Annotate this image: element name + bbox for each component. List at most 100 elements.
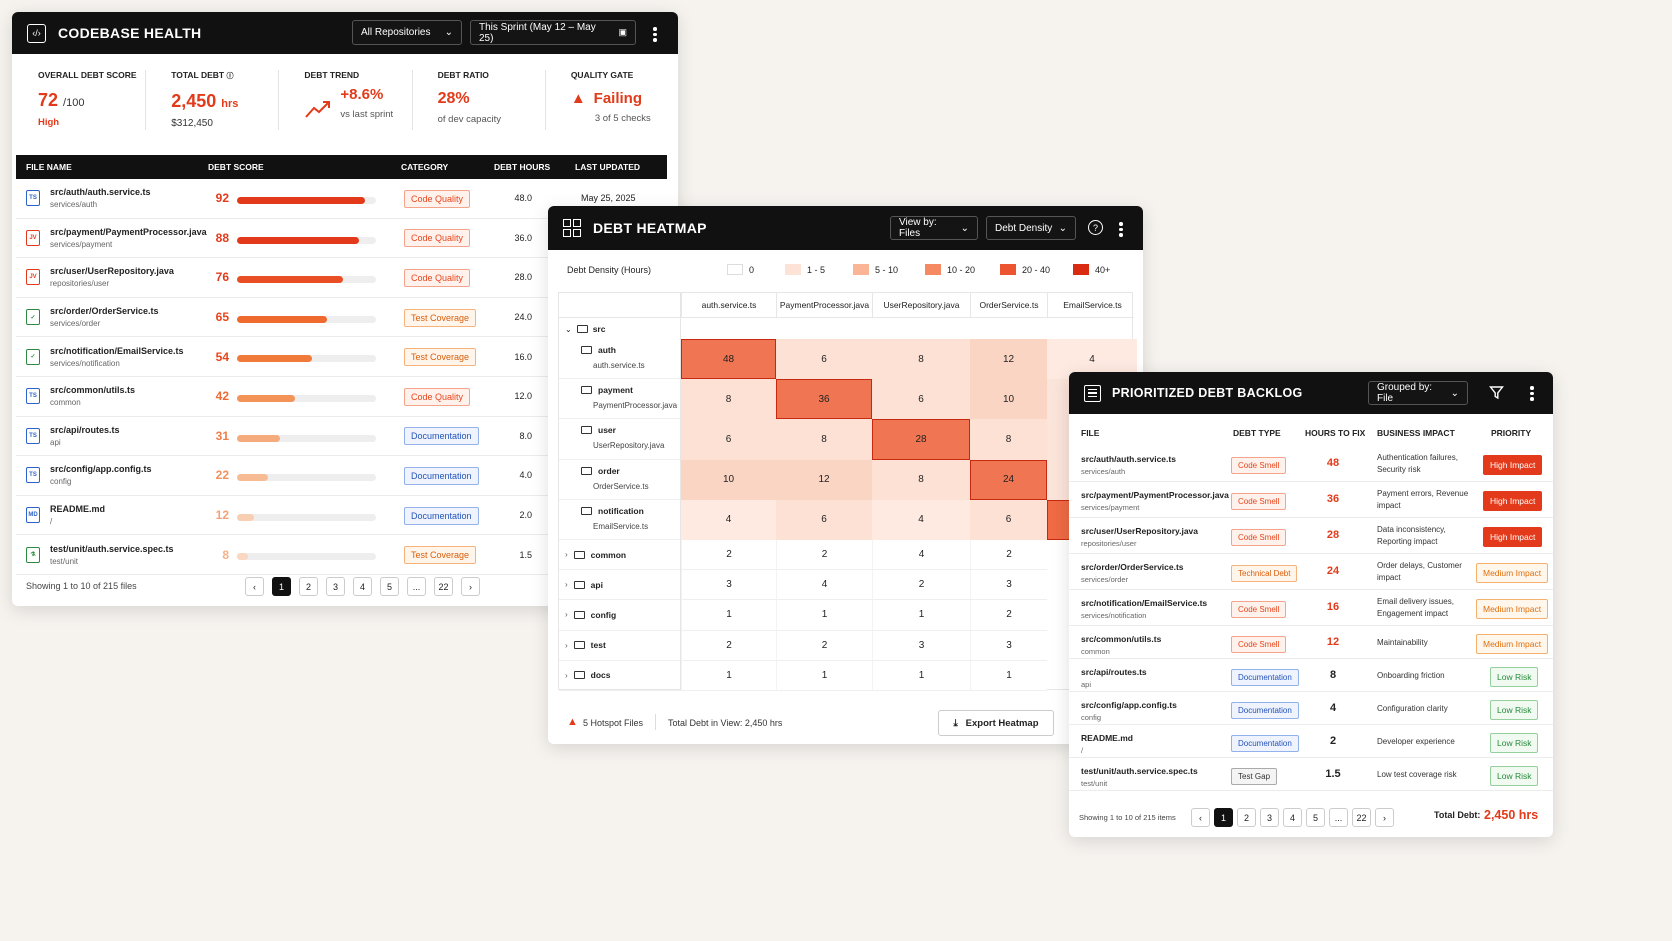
heatmap-cell[interactable]: 3 bbox=[970, 630, 1047, 661]
table-row[interactable]: TS src/auth/auth.service.ts services/auth 9… bbox=[16, 179, 667, 219]
heatmap-cell[interactable]: 2 bbox=[872, 570, 970, 601]
heatmap-cell[interactable]: 12 bbox=[970, 339, 1047, 380]
heatmap-cell[interactable]: 1 bbox=[872, 600, 970, 631]
folder-row-src[interactable]: ⌄ src bbox=[559, 319, 681, 339]
page-button[interactable]: 1 bbox=[272, 577, 291, 596]
table-row[interactable]: ⚗ test/unit/auth.service.spec.ts test/unit… bbox=[16, 535, 667, 575]
folder-row-user[interactable]: user UserRepository.java bbox=[559, 419, 681, 460]
table-row[interactable]: src/auth/auth.service.ts services/auth Cod… bbox=[1069, 446, 1553, 482]
heatmap-cell[interactable]: 6 bbox=[681, 419, 776, 460]
folder-row-notification[interactable]: notification EmailService.ts bbox=[559, 500, 681, 540]
heatmap-cell[interactable]: 2 bbox=[970, 540, 1047, 571]
column-header[interactable]: FILE NAME bbox=[26, 162, 72, 172]
page-button[interactable]: 4 bbox=[353, 577, 372, 596]
help-icon[interactable]: ? bbox=[1088, 220, 1103, 235]
page-button[interactable]: 2 bbox=[1237, 808, 1256, 827]
heatmap-cell[interactable]: 6 bbox=[776, 339, 872, 380]
file-name[interactable]: src/api/routes.ts bbox=[1081, 667, 1147, 677]
heatmap-cell[interactable]: 3 bbox=[681, 570, 776, 601]
heatmap-cell[interactable]: 2 bbox=[681, 630, 776, 661]
heatmap-cell[interactable]: 2 bbox=[970, 600, 1047, 631]
export-heatmap-button[interactable]: ⤓ Export Heatmap bbox=[938, 710, 1054, 736]
table-row[interactable]: src/common/utils.ts common Code Smell 12 Mai… bbox=[1069, 626, 1553, 659]
folder-row-docs[interactable]: › docs bbox=[559, 661, 681, 691]
next-page-button[interactable]: › bbox=[1375, 808, 1394, 827]
table-row[interactable]: TS src/api/routes.ts api 31 Documentation 8.0 bbox=[16, 417, 667, 457]
file-name[interactable]: src/common/utils.ts bbox=[1081, 634, 1162, 644]
more-options-icon[interactable] bbox=[1119, 222, 1123, 237]
heatmap-cell[interactable]: 4 bbox=[872, 499, 970, 540]
prev-page-button[interactable]: ‹ bbox=[245, 577, 264, 596]
heatmap-cell[interactable]: 2 bbox=[776, 630, 872, 661]
file-name[interactable]: src/notification/EmailService.ts bbox=[50, 345, 184, 356]
heatmap-cell[interactable]: 36 bbox=[776, 379, 872, 420]
folder-row-test[interactable]: › test bbox=[559, 631, 681, 661]
next-page-button[interactable]: › bbox=[461, 577, 480, 596]
page-button[interactable]: 3 bbox=[1260, 808, 1279, 827]
column-header[interactable]: DEBT SCORE bbox=[208, 162, 264, 172]
column-header[interactable]: PRIORITY bbox=[1491, 428, 1532, 438]
heatmap-cell[interactable]: 8 bbox=[872, 459, 970, 500]
file-name[interactable]: src/notification/EmailService.ts bbox=[1081, 598, 1208, 608]
column-header[interactable]: BUSINESS IMPACT bbox=[1377, 428, 1455, 438]
prev-page-button[interactable]: ‹ bbox=[1191, 808, 1210, 827]
table-row[interactable]: src/order/OrderService.ts services/order T… bbox=[1069, 554, 1553, 590]
page-button[interactable]: 4 bbox=[1283, 808, 1302, 827]
file-name[interactable]: src/config/app.config.ts bbox=[50, 464, 152, 475]
file-name[interactable]: test/unit/auth.service.spec.ts bbox=[50, 543, 174, 554]
folder-row-config[interactable]: › config bbox=[559, 600, 681, 631]
table-row[interactable]: TS src/common/utils.ts common 42 Code Qualit… bbox=[16, 377, 667, 417]
column-header[interactable]: FILE bbox=[1081, 428, 1100, 438]
heatmap-cell[interactable]: 48 bbox=[681, 339, 776, 380]
page-button[interactable]: 1 bbox=[1214, 808, 1233, 827]
file-name[interactable]: src/user/UserRepository.java bbox=[1081, 526, 1199, 536]
file-name[interactable]: src/config/app.config.ts bbox=[1081, 700, 1177, 710]
column-header[interactable]: HOURS TO FIX bbox=[1305, 428, 1366, 438]
heatmap-cell[interactable]: 2 bbox=[681, 540, 776, 571]
table-row[interactable]: src/config/app.config.ts config Documentat… bbox=[1069, 692, 1553, 725]
file-name[interactable]: src/payment/PaymentProcessor.java bbox=[1081, 490, 1229, 500]
heatmap-cell[interactable]: 6 bbox=[776, 499, 872, 540]
page-button[interactable]: 3 bbox=[326, 577, 345, 596]
more-options-icon[interactable] bbox=[653, 27, 657, 42]
file-name[interactable]: test/unit/auth.service.spec.ts bbox=[1081, 766, 1198, 776]
table-row[interactable]: JV src/user/UserRepository.java repositori… bbox=[16, 258, 667, 298]
table-row[interactable]: src/payment/PaymentProcessor.java service… bbox=[1069, 482, 1553, 518]
group-by-select[interactable]: Grouped by: File ⌄ bbox=[1368, 381, 1468, 405]
page-button[interactable]: 2 bbox=[299, 577, 318, 596]
filter-icon[interactable] bbox=[1489, 385, 1504, 400]
heatmap-cell[interactable]: 10 bbox=[681, 459, 776, 500]
heatmap-cell[interactable]: 8 bbox=[681, 379, 776, 420]
heatmap-cell[interactable]: 10 bbox=[970, 379, 1047, 420]
table-row[interactable]: MD README.md / 12 Documentation 2.0 bbox=[16, 496, 667, 536]
heatmap-cell[interactable]: 1 bbox=[776, 600, 872, 631]
table-row[interactable]: TS src/config/app.config.ts config 22 Docume… bbox=[16, 456, 667, 496]
heatmap-cell[interactable]: 4 bbox=[681, 499, 776, 540]
file-name[interactable]: README.md bbox=[50, 504, 106, 515]
heatmap-cell[interactable]: 4 bbox=[872, 540, 970, 571]
file-name[interactable]: src/auth/auth.service.ts bbox=[1081, 454, 1176, 464]
folder-row-payment[interactable]: payment PaymentProcessor.java bbox=[559, 379, 681, 420]
file-name[interactable]: src/payment/PaymentProcessor.java bbox=[50, 226, 207, 237]
table-row[interactable]: src/user/UserRepository.java repositories… bbox=[1069, 518, 1553, 554]
heatmap-cell[interactable]: 6 bbox=[970, 499, 1047, 540]
heatmap-cell[interactable]: 1 bbox=[872, 660, 970, 691]
heatmap-cell[interactable]: 8 bbox=[970, 419, 1047, 460]
folder-row-order[interactable]: order OrderService.ts bbox=[559, 460, 681, 500]
table-row[interactable]: src/notification/EmailService.ts services… bbox=[1069, 590, 1553, 626]
table-row[interactable]: src/api/routes.ts api Documentation 8 Onboar… bbox=[1069, 659, 1553, 692]
column-header[interactable]: CATEGORY bbox=[401, 162, 449, 172]
table-row[interactable]: JV src/payment/PaymentProcessor.java servi… bbox=[16, 219, 667, 259]
heatmap-cell[interactable]: 1 bbox=[970, 660, 1047, 691]
table-row[interactable]: ✓ src/order/OrderService.ts services/order… bbox=[16, 298, 667, 338]
table-row[interactable]: ✓ src/notification/EmailService.ts service… bbox=[16, 337, 667, 377]
file-name[interactable]: src/order/OrderService.ts bbox=[50, 306, 159, 317]
view-by-select[interactable]: View by: Files ⌄ bbox=[890, 216, 978, 240]
page-button[interactable]: 22 bbox=[434, 577, 453, 596]
column-header[interactable]: DEBT HOURS bbox=[494, 162, 551, 172]
repository-select[interactable]: All Repositories ⌄ bbox=[352, 20, 462, 45]
file-name[interactable]: src/order/OrderService.ts bbox=[1081, 562, 1184, 572]
heatmap-cell[interactable]: 1 bbox=[681, 600, 776, 631]
folder-row-common[interactable]: › common bbox=[559, 540, 681, 571]
folder-row-api[interactable]: › api bbox=[559, 570, 681, 601]
